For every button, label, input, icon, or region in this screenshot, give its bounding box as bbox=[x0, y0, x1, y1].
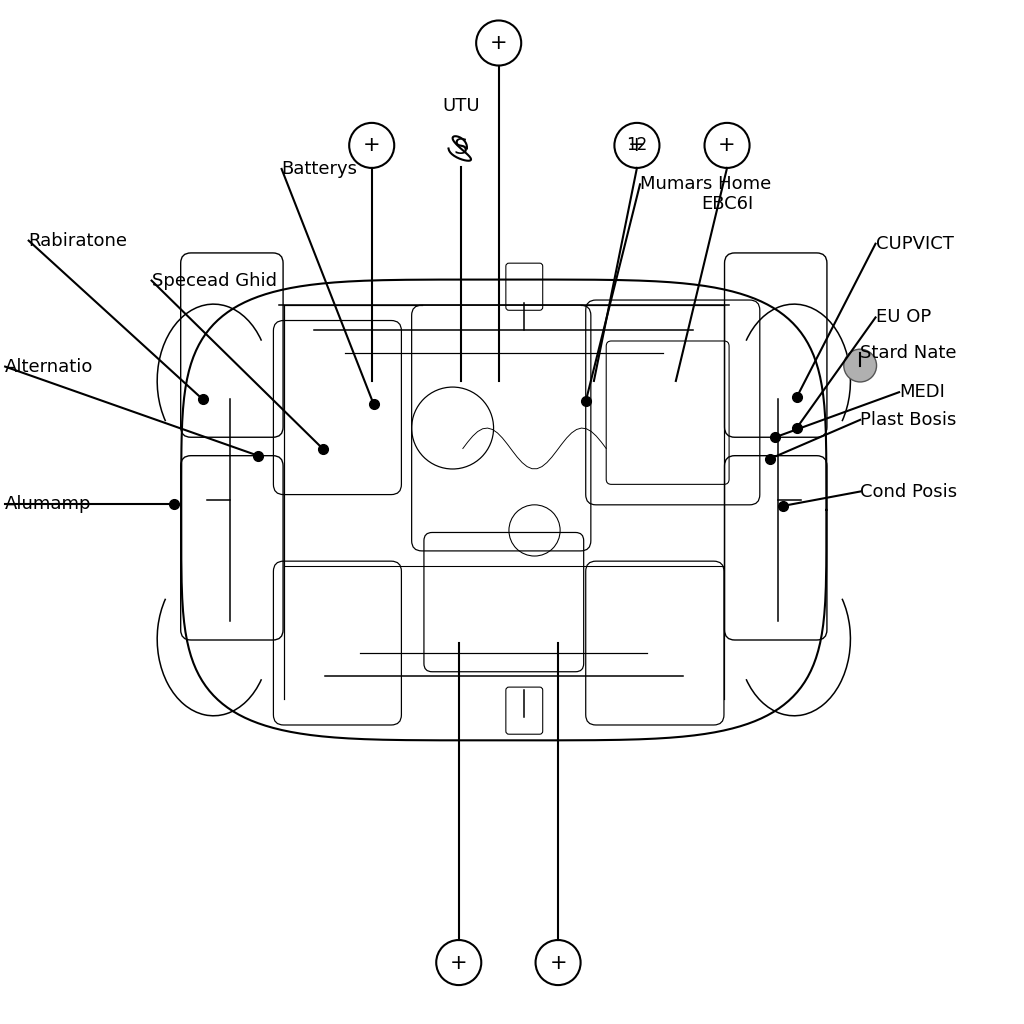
Text: Specead Ghid: Specead Ghid bbox=[152, 271, 276, 290]
Text: Batterys: Batterys bbox=[282, 160, 357, 178]
Text: 12: 12 bbox=[627, 136, 647, 155]
Text: Mumars Home: Mumars Home bbox=[640, 175, 771, 194]
Text: Alumamp: Alumamp bbox=[5, 495, 91, 513]
Text: UTU: UTU bbox=[442, 96, 479, 115]
Text: Stard Nate: Stard Nate bbox=[860, 344, 956, 362]
Text: Plast Bosis: Plast Bosis bbox=[860, 411, 956, 429]
Text: +: + bbox=[362, 135, 381, 156]
Text: +: + bbox=[718, 135, 736, 156]
Text: +: + bbox=[450, 952, 468, 973]
Text: MEDI: MEDI bbox=[899, 383, 945, 401]
Circle shape bbox=[844, 349, 877, 382]
Text: +: + bbox=[489, 33, 508, 53]
Text: Cond Posis: Cond Posis bbox=[860, 482, 957, 501]
Text: EBC6I: EBC6I bbox=[700, 195, 754, 213]
Text: $\mathsf{S}$: $\mathsf{S}$ bbox=[454, 138, 468, 159]
Text: +: + bbox=[549, 952, 567, 973]
Text: Alternatio: Alternatio bbox=[5, 357, 93, 376]
Text: EU OP: EU OP bbox=[876, 308, 931, 327]
Text: CUPVICT: CUPVICT bbox=[876, 234, 953, 253]
Text: +: + bbox=[628, 135, 646, 156]
Text: Rabiratone: Rabiratone bbox=[29, 231, 128, 250]
